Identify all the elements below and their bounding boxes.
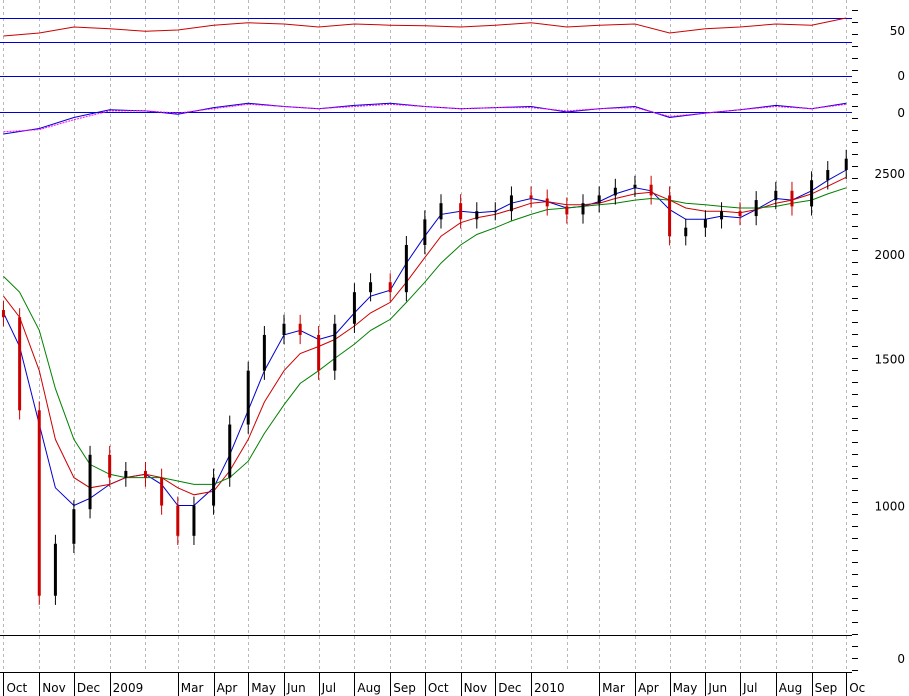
candle-body (509, 195, 513, 212)
candle-body (493, 211, 497, 213)
candle-body (633, 184, 637, 188)
axes (0, 10, 858, 673)
candle-body (212, 477, 216, 506)
candle-body (1, 310, 5, 318)
candle-body (597, 195, 601, 204)
y-tick-label: 0 (897, 652, 905, 666)
candle-body (826, 170, 830, 181)
candle-body (88, 454, 92, 510)
candle-body (108, 454, 112, 478)
candle-body (160, 477, 164, 506)
candle-body (790, 190, 794, 207)
x-tick-label: May (251, 681, 276, 695)
x-tick-label: 2009 (113, 681, 144, 695)
oscillator-panel (0, 17, 852, 135)
x-tick-label: Nov (42, 681, 65, 695)
candle-body (774, 190, 778, 201)
y-tick-label: 50 (890, 24, 905, 38)
vertical-gridlines (3, 0, 847, 672)
x-tick-label: Jul (321, 681, 336, 695)
candle-body (404, 244, 408, 293)
candle-body (228, 424, 232, 478)
y-tick-label: 2000 (874, 248, 905, 262)
candle-body (352, 292, 356, 324)
y-tick-label: 0 (897, 69, 905, 83)
y-axis-tick-labels: 50 0 0 1000 1500 2000 2500 0 (874, 24, 905, 666)
candle-body (423, 219, 427, 245)
candle-body (684, 227, 688, 237)
x-tick-label: Aug (779, 681, 802, 695)
x-tick-label: Sep (815, 681, 838, 695)
candle-body (754, 200, 758, 217)
x-tick-label: May (673, 681, 698, 695)
candle-body (738, 211, 742, 217)
candle-body (246, 370, 250, 425)
x-tick-label: Oc (849, 681, 865, 695)
candle-body (459, 203, 463, 220)
candle-body (703, 219, 707, 228)
candle-body (388, 282, 392, 293)
x-tick-label: Mar (602, 681, 625, 695)
x-tick-label: Apr (638, 681, 659, 695)
x-tick-label: Jul (742, 681, 757, 695)
candle-body (37, 410, 41, 596)
candle-body (53, 543, 57, 596)
x-tick-label: Jun (707, 681, 727, 695)
price-panel (1, 149, 848, 605)
x-tick-label: Sep (393, 681, 416, 695)
candle-body (565, 206, 569, 215)
y-tick-label: 2500 (874, 167, 905, 181)
x-tick-label: Aug (357, 681, 380, 695)
candle-body (613, 187, 617, 196)
x-tick-label: Apr (217, 681, 238, 695)
candle-body (581, 203, 585, 215)
candle-body (262, 334, 266, 371)
y-tick-label: 1000 (874, 500, 905, 514)
candle-body (668, 195, 672, 237)
candle-body (529, 195, 533, 199)
x-tick-label: Mar (181, 681, 204, 695)
x-tick-label: 2010 (534, 681, 565, 695)
candle-body (192, 505, 196, 536)
y-tick-label: 1500 (874, 352, 905, 366)
candle-body (72, 509, 76, 544)
y-tick-label: 0 (897, 106, 905, 120)
candle-body (720, 211, 724, 220)
candle-body (317, 334, 321, 371)
x-axis-tick-labels: Oct Nov Dec 2009 Mar Apr May Jun Jul Aug Sep Oct Nov… (3, 672, 865, 696)
candle-body (143, 470, 147, 478)
candle-body (844, 158, 848, 171)
x-tick-label: Oct (6, 681, 27, 695)
candle-body (333, 323, 337, 371)
candle-body (439, 203, 443, 220)
candle-body (369, 282, 373, 293)
candle-body (810, 180, 814, 207)
candle-body (649, 184, 653, 196)
x-tick-label: Dec (77, 681, 100, 695)
macd-line (3, 102, 847, 135)
x-tick-label: Oct (428, 681, 449, 695)
candle-body (176, 505, 180, 536)
x-tick-label: Dec (498, 681, 521, 695)
candle-body (298, 323, 302, 335)
candle-body (475, 211, 479, 220)
candle-body (124, 470, 128, 478)
candle-body (545, 198, 549, 207)
rsi-line (3, 17, 847, 37)
candle-body (18, 317, 22, 411)
macd-line (3, 103, 847, 133)
candle-body (282, 323, 286, 335)
x-tick-label: Jun (286, 681, 306, 695)
x-tick-label: Nov (464, 681, 487, 695)
